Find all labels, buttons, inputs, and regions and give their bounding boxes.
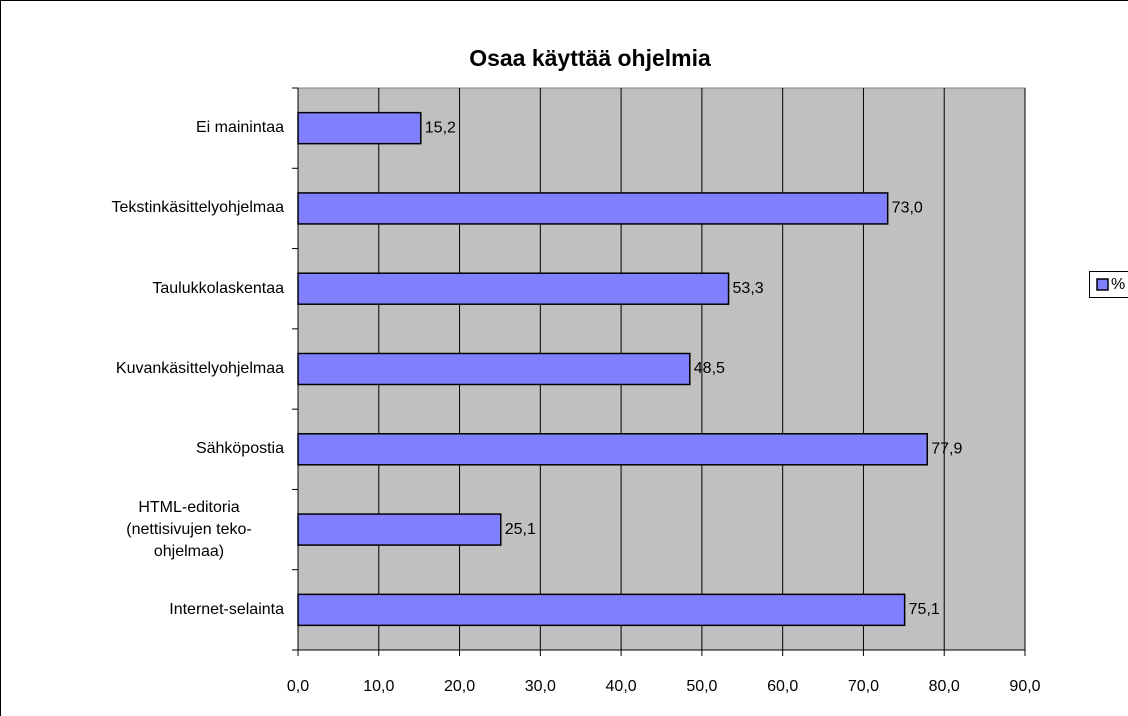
x-tick-label: 40,0: [606, 678, 637, 695]
category-text: Kuvankäsittelyohjelmaa: [115, 359, 284, 377]
y-tick-label: Kuvankäsittelyohjelmaa: [0, 329, 284, 409]
x-tick-label: 30,0: [525, 678, 556, 695]
category-text: Internet-selainta: [169, 600, 284, 618]
x-tick-label: 20,0: [444, 678, 475, 695]
x-tick-label: 80,0: [929, 678, 960, 695]
category-text: Tekstinkäsittelyohjelmaa: [111, 199, 284, 217]
x-tick-label: 70,0: [848, 678, 879, 695]
legend-label: %: [1111, 276, 1125, 293]
value-label: 15,2: [425, 119, 456, 136]
y-tick-label: Taulukkolaskentaa: [0, 249, 284, 329]
value-label: 77,9: [931, 441, 962, 458]
y-tick-label: HTML-editoria (nettisivujen teko-ohjelma…: [0, 489, 284, 569]
x-tick-label: 0,0: [287, 678, 309, 695]
bar: [297, 192, 889, 225]
bar: [297, 352, 691, 386]
value-label: 53,3: [733, 280, 764, 297]
bar: [297, 111, 422, 145]
x-tick-label: 10,0: [363, 678, 394, 695]
value-label: 75,1: [909, 601, 940, 618]
category-text: Taulukkolaskentaa: [152, 279, 284, 297]
value-label: 48,5: [694, 360, 725, 377]
y-tick-label: Tekstinkäsittelyohjelmaa: [0, 168, 284, 248]
legend-swatch: [1096, 278, 1109, 291]
x-tick-label: 60,0: [767, 678, 798, 695]
value-label: 25,1: [505, 521, 536, 538]
category-text: HTML-editoria (nettisivujen teko-ohjelma…: [126, 498, 252, 560]
x-tick-label: 90,0: [1009, 678, 1040, 695]
x-tick-label: 50,0: [686, 678, 717, 695]
y-tick-label: Sähköpostia: [0, 409, 284, 489]
category-text: Ei mainintaa: [195, 119, 284, 137]
bar: [297, 513, 502, 546]
chart-title: Osaa käyttää ohjelmia: [469, 45, 711, 71]
value-label: 73,0: [892, 200, 923, 217]
y-tick-label: Ei mainintaa: [0, 88, 284, 168]
y-tick-label: Internet-selainta: [0, 570, 284, 650]
bar: [297, 593, 906, 627]
category-text: Sähköpostia: [195, 440, 284, 458]
bar: [297, 433, 929, 466]
bar: [297, 272, 730, 305]
